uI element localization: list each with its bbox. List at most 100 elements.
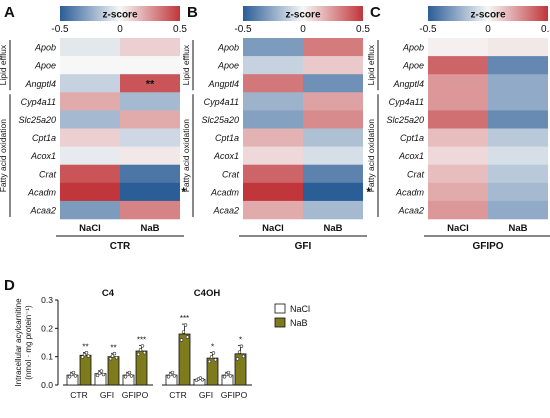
row-label: Apoe [402, 61, 424, 71]
significance-marker: *** [137, 335, 146, 344]
significance-marker: * [211, 342, 214, 351]
data-point [226, 370, 231, 375]
panel-letter-a: A [4, 4, 15, 21]
heatmap-cell [60, 128, 120, 147]
heatmap-cell [428, 164, 488, 184]
x-tick-label: CTR [70, 390, 87, 400]
heatmap-cell [428, 56, 488, 75]
colorbar-tick-label: -0.5 [51, 24, 69, 35]
row-label: Apoe [34, 61, 56, 71]
heatmap-cell [120, 200, 180, 220]
heatmap-cell [243, 200, 303, 220]
heatmap-b: z-score -0.5 0 0.5 Apob Apoe Angptl4 Cyp4a11 Slc… [181, 6, 370, 252]
legend-label: NaCl [290, 304, 310, 314]
x-tick-label: CTR [169, 390, 186, 400]
y-tick-label: 0.1 [41, 352, 53, 362]
row-label: Acox1 [30, 151, 56, 161]
data-point [125, 372, 130, 377]
heatmap-cell [120, 146, 180, 165]
bar-nab [79, 354, 92, 386]
row-label: Acadm [210, 187, 240, 197]
data-point [97, 371, 102, 375]
column-label: NaB [508, 223, 527, 234]
row-label: Acaa2 [212, 205, 239, 215]
row-label: Angptl4 [207, 79, 239, 89]
data-point [181, 330, 186, 334]
colorbar-tick-label: -0.5 [234, 24, 252, 35]
bar-nab [178, 333, 191, 386]
colorbar-title: z-score [285, 10, 320, 21]
data-point [112, 351, 117, 356]
heatmap-cell [60, 110, 120, 129]
heatmap-cell [488, 182, 548, 202]
group-label: Fatty acid oxidation [181, 119, 191, 193]
heatmap-a: z-score -0.5 0 0.5 Apob Apoe Angptl4 Cyp4a11 Slc… [0, 6, 187, 252]
legend-swatch-nacl [274, 303, 286, 314]
colorbar-title: z-score [470, 10, 505, 21]
x-tick-label: GFI [100, 390, 114, 400]
heatmap-cell [488, 110, 548, 129]
heatmap-cell [243, 164, 303, 184]
data-point [140, 344, 145, 348]
heatmap-cell [243, 74, 303, 93]
heatmap-cell [60, 182, 120, 202]
heatmap-cell [488, 92, 548, 111]
row-label: Slc25a20 [18, 115, 56, 125]
heatmap-cell [243, 38, 303, 57]
heatmap-cell [303, 200, 363, 220]
data-point [228, 374, 233, 378]
bar-nab [135, 350, 148, 386]
heatmap-cell [428, 146, 488, 165]
heatmap-cell [120, 74, 180, 93]
y-axis-label: Intracellular acylcarnitine [14, 298, 23, 387]
heatmap-cell [60, 38, 120, 57]
heatmap-cell [303, 56, 363, 75]
heatmap-cell [60, 74, 120, 93]
heatmap-cell [488, 56, 548, 75]
legend-label: NaB [290, 318, 308, 328]
heatmap-cell [428, 38, 488, 57]
data-point [170, 370, 175, 375]
heatmap-cell [428, 110, 488, 129]
data-point [110, 354, 115, 358]
data-point [241, 354, 246, 359]
data-point [235, 357, 240, 361]
significance-marker: *** [180, 314, 189, 323]
heatmap-cell [303, 110, 363, 129]
heatmap-cell [303, 182, 363, 202]
data-point [179, 338, 184, 342]
heatmap-cell [120, 182, 180, 202]
heatmap-panels: z-score -0.5 0 0.5 Apob Apoe Angptl4 Cyp4a11 Slc… [0, 6, 550, 252]
heatmap-cell [243, 128, 303, 147]
data-point [108, 357, 113, 361]
data-point [95, 373, 100, 378]
row-label: Crat [222, 169, 240, 179]
heatmap-cell [243, 92, 303, 111]
colorbar-tick-label: 0 [117, 24, 123, 35]
x-tick-label: GFIPO [122, 390, 149, 400]
panel-title: GFI [295, 241, 312, 252]
row-label: Apob [34, 43, 56, 53]
row-label: Acaa2 [397, 205, 424, 215]
heatmap-cell [488, 146, 548, 165]
row-label: Crat [39, 169, 57, 179]
data-point [239, 344, 244, 348]
data-point [138, 348, 143, 352]
row-label: Acox1 [398, 151, 424, 161]
column-label: NaB [140, 223, 159, 234]
heatmap-cell [428, 182, 488, 202]
y-tick-label: 0.0 [41, 380, 53, 390]
row-label: Acaa2 [29, 205, 56, 215]
panel-title: GFIPO [472, 241, 503, 252]
row-label: Acox1 [213, 151, 239, 161]
group-label: Lipid efflux [0, 44, 8, 85]
colorbar-tick-label: 0.5 [173, 24, 187, 35]
column-label: NaB [323, 223, 342, 234]
column-label: NaCl [262, 223, 284, 234]
data-point [80, 355, 85, 359]
heatmap-cell [243, 146, 303, 165]
significance-marker: ** [82, 342, 88, 351]
panel-letter-c: C [370, 4, 381, 21]
data-point [142, 351, 147, 355]
